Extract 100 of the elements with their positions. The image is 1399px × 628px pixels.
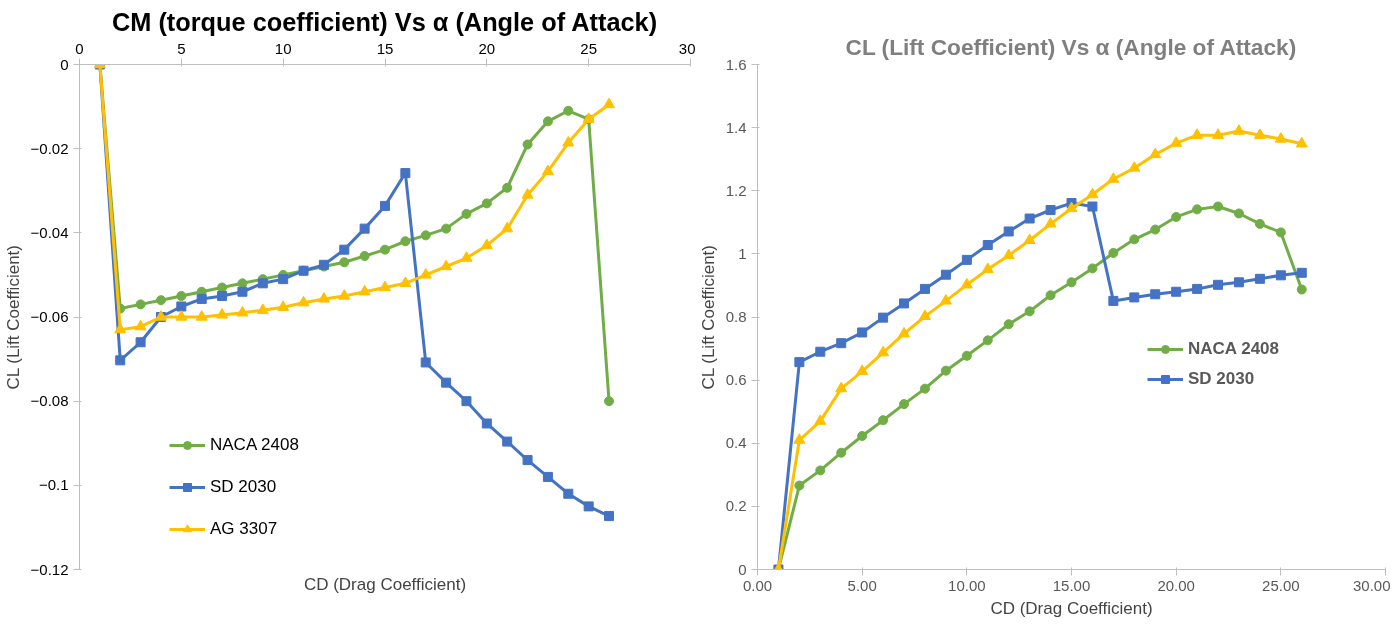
y-tick-label: −0.12 xyxy=(30,560,69,578)
point xyxy=(1023,233,1036,244)
point xyxy=(1192,283,1203,294)
point xyxy=(400,168,411,179)
x-tick-label: 30.00 xyxy=(1352,576,1391,594)
point xyxy=(278,274,289,285)
point xyxy=(562,135,575,147)
point xyxy=(359,223,370,234)
point xyxy=(460,251,473,262)
x-tick-label: 25.00 xyxy=(1262,576,1300,594)
x-tick-label: 10.00 xyxy=(948,576,986,594)
x-tick-label: 0.00 xyxy=(742,576,773,594)
point xyxy=(982,240,993,251)
point xyxy=(440,259,453,271)
y-tick-label: 1.6 xyxy=(725,55,747,73)
x-tick-label: 30 xyxy=(678,39,696,57)
point xyxy=(1275,270,1286,281)
point xyxy=(1253,128,1266,139)
y-tick-label: −0.06 xyxy=(30,308,69,325)
point xyxy=(878,415,889,426)
point xyxy=(359,250,370,261)
point xyxy=(899,298,910,309)
point xyxy=(1232,124,1245,135)
point xyxy=(1191,128,1204,139)
point xyxy=(216,308,229,319)
x-tick-label: 10 xyxy=(274,39,292,57)
point xyxy=(814,414,827,425)
point xyxy=(1296,284,1307,295)
point xyxy=(878,312,889,323)
point xyxy=(1002,248,1015,260)
point xyxy=(481,198,492,209)
x-tick-label: 20 xyxy=(478,39,496,57)
point xyxy=(856,364,869,375)
point xyxy=(176,290,187,301)
point xyxy=(217,290,228,301)
point xyxy=(1003,226,1014,237)
point xyxy=(501,221,514,233)
point xyxy=(815,346,826,357)
point xyxy=(1171,286,1182,297)
y-tick-label: 0 xyxy=(738,560,747,578)
point xyxy=(420,230,431,241)
x-tick-label: 5.00 xyxy=(847,576,877,594)
y-tick-label: 0.6 xyxy=(725,371,747,389)
y-tick-label: −0.04 xyxy=(30,223,69,241)
point xyxy=(857,431,868,441)
point xyxy=(480,238,493,250)
point xyxy=(155,295,166,306)
point xyxy=(1129,292,1140,303)
point xyxy=(835,381,848,393)
point xyxy=(1087,263,1098,274)
point xyxy=(1150,289,1161,300)
point xyxy=(522,455,533,466)
point xyxy=(1086,187,1099,199)
point xyxy=(115,355,126,366)
point xyxy=(1024,306,1035,317)
point xyxy=(400,236,411,247)
point xyxy=(794,480,805,491)
y-tick-label: 0.4 xyxy=(725,434,747,452)
point xyxy=(1212,128,1225,139)
point xyxy=(521,188,534,199)
point xyxy=(256,303,269,314)
point xyxy=(1233,208,1244,219)
point xyxy=(940,365,951,376)
point xyxy=(236,305,249,317)
point xyxy=(815,465,826,476)
point xyxy=(399,276,412,288)
point xyxy=(899,399,910,410)
point xyxy=(541,164,554,176)
point xyxy=(196,293,207,304)
x-tick-label: 15.00 xyxy=(1052,576,1091,594)
y-axis-title: CL (Lift Coefficient) xyxy=(3,245,23,390)
point xyxy=(604,396,615,407)
point xyxy=(836,338,847,349)
point xyxy=(981,262,994,274)
point xyxy=(563,105,574,116)
x-axis-title: CD (Drag Coefficient) xyxy=(990,598,1153,618)
point xyxy=(481,418,492,429)
chart-title: CM (torque coefficient) Vs α (Angle of Attack) xyxy=(111,7,658,36)
point xyxy=(1065,201,1078,213)
point xyxy=(542,116,553,127)
point xyxy=(1170,136,1183,147)
y-tick-label: 0 xyxy=(60,55,69,73)
point xyxy=(441,223,452,234)
point xyxy=(358,284,371,296)
point xyxy=(1295,136,1308,148)
point xyxy=(237,278,248,289)
point xyxy=(1128,161,1141,172)
point xyxy=(1045,205,1056,215)
point xyxy=(542,471,553,482)
point xyxy=(961,350,972,361)
point xyxy=(1044,217,1057,228)
y-tick-label: −0.1 xyxy=(38,476,69,494)
point xyxy=(604,511,615,522)
point xyxy=(419,268,432,279)
point xyxy=(857,327,868,338)
y-tick-label: 1 xyxy=(738,244,747,262)
point xyxy=(379,280,391,292)
point xyxy=(317,292,330,303)
x-tick-label: 5 xyxy=(177,39,186,57)
point xyxy=(563,488,574,499)
